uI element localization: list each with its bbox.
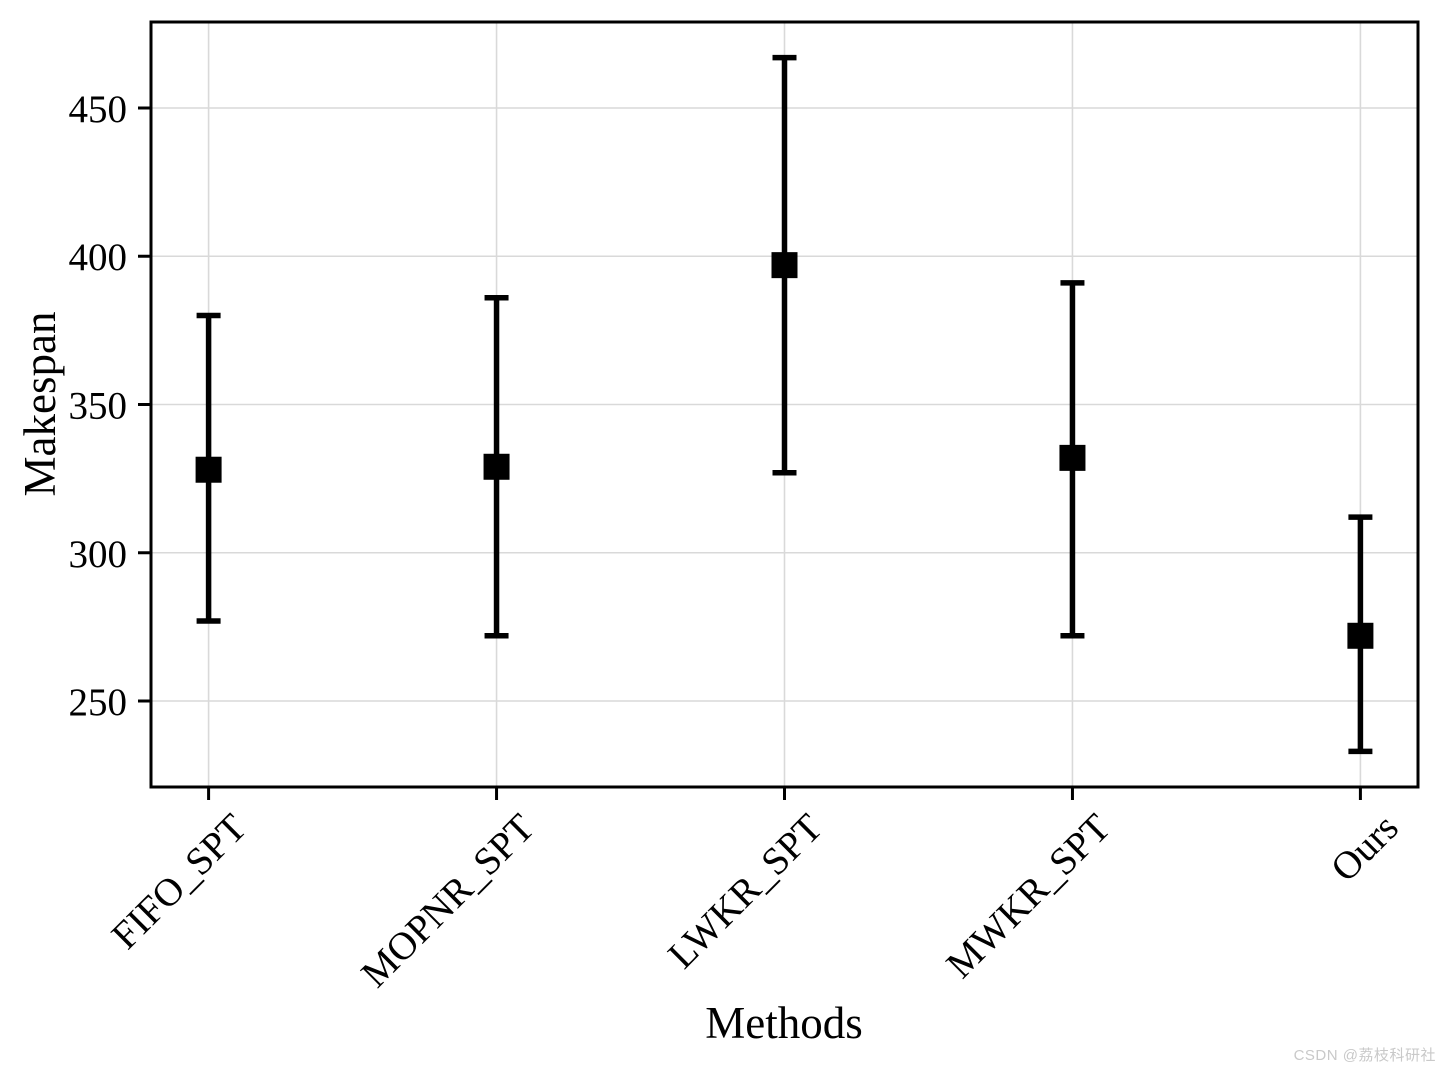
y-tick-label: 400 bbox=[69, 236, 128, 279]
x-tick-label: MWKR_SPT bbox=[938, 806, 1119, 987]
x-tick-label: LWKR_SPT bbox=[660, 806, 831, 977]
plot-frame bbox=[149, 20, 1420, 789]
y-tick-label: 300 bbox=[69, 533, 128, 576]
mean-marker bbox=[1347, 622, 1374, 649]
error-bar-LWKR_SPT bbox=[771, 54, 798, 476]
y-tick-label: 350 bbox=[69, 385, 128, 428]
y-tick-label: 450 bbox=[69, 88, 128, 131]
x-tick-label: Ours bbox=[1323, 806, 1407, 890]
mean-marker bbox=[483, 453, 510, 480]
error-bar-MOPNR_SPT bbox=[483, 295, 510, 639]
error-bar-MWKR_SPT bbox=[1059, 280, 1086, 639]
watermark: CSDN @荔枝科研社 bbox=[1293, 1047, 1436, 1064]
error-bar-Ours bbox=[1347, 514, 1374, 755]
error-bar-FIFO_SPT bbox=[195, 312, 222, 624]
x-tick-label: MOPNR_SPT bbox=[353, 806, 543, 996]
mean-marker bbox=[771, 252, 798, 279]
mean-marker bbox=[1059, 444, 1086, 471]
y-axis-title: Makespan bbox=[15, 311, 65, 497]
y-tick-label: 250 bbox=[69, 681, 128, 724]
mean-marker bbox=[195, 456, 222, 483]
x-tick-label: FIFO_SPT bbox=[103, 806, 255, 958]
x-axis-title: Methods bbox=[705, 998, 863, 1048]
